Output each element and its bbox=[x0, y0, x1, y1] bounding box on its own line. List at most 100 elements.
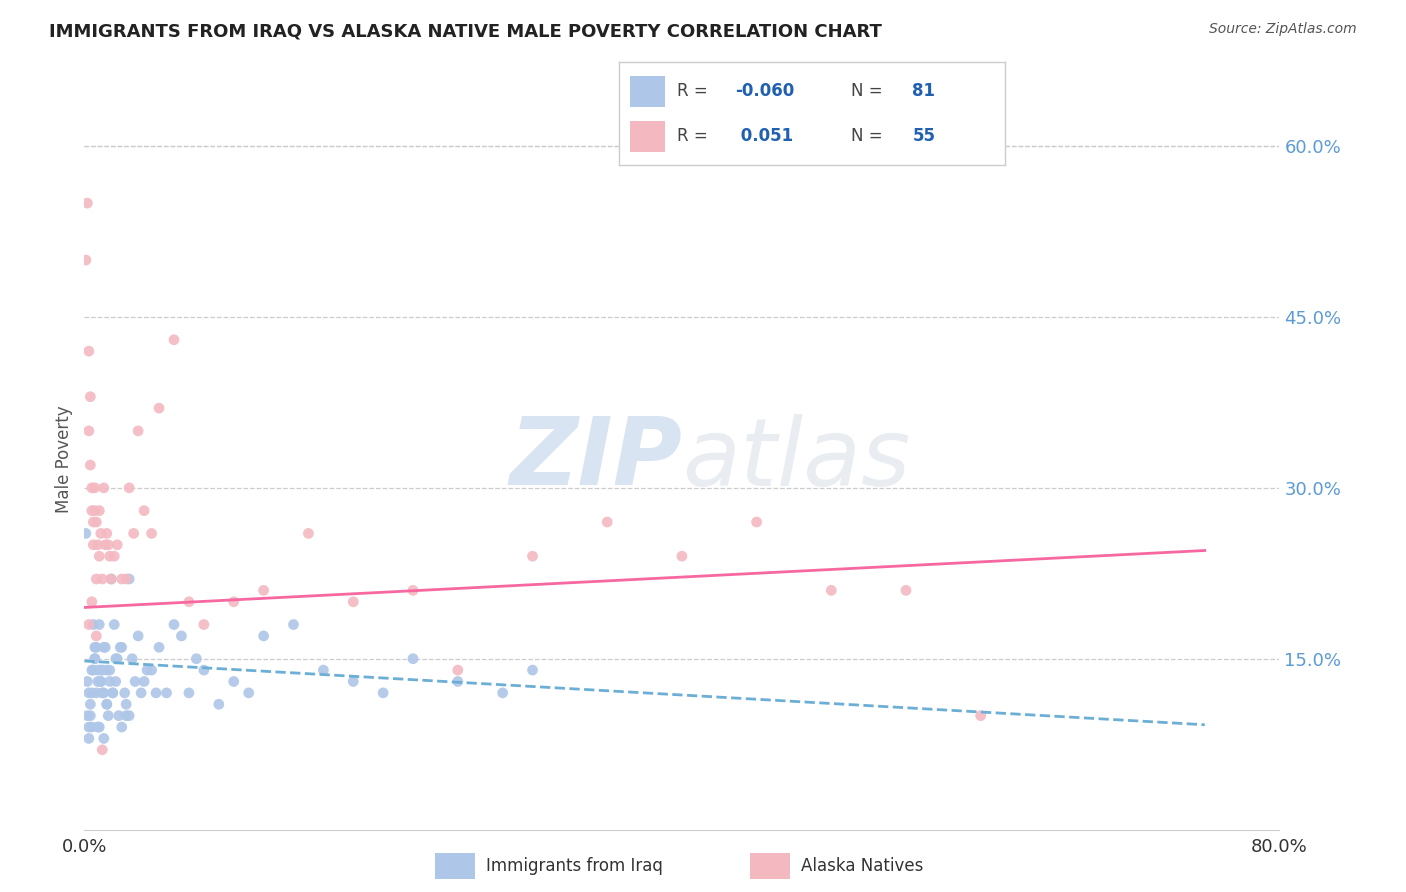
Point bbox=[104, 674, 127, 689]
Point bbox=[894, 583, 917, 598]
Point bbox=[297, 526, 319, 541]
Point bbox=[79, 390, 101, 404]
Point bbox=[79, 708, 101, 723]
Point bbox=[93, 481, 115, 495]
Point bbox=[127, 629, 149, 643]
Point bbox=[118, 481, 141, 495]
Point bbox=[121, 651, 143, 665]
Point bbox=[492, 686, 515, 700]
Point bbox=[163, 617, 186, 632]
Point bbox=[82, 617, 104, 632]
Point bbox=[75, 253, 97, 268]
Text: R =: R = bbox=[676, 82, 713, 100]
Point bbox=[283, 617, 305, 632]
Point bbox=[80, 503, 103, 517]
Point bbox=[90, 674, 112, 689]
Point bbox=[104, 651, 127, 665]
Point bbox=[90, 526, 112, 541]
Point bbox=[222, 595, 245, 609]
Text: Source: ZipAtlas.com: Source: ZipAtlas.com bbox=[1209, 22, 1357, 37]
Point bbox=[101, 686, 124, 700]
Point bbox=[87, 674, 110, 689]
Point bbox=[115, 698, 138, 712]
Point bbox=[132, 674, 156, 689]
Point bbox=[253, 583, 276, 598]
Text: atlas: atlas bbox=[682, 414, 910, 505]
Text: -0.060: -0.060 bbox=[734, 82, 794, 100]
Point bbox=[136, 663, 159, 677]
Point bbox=[447, 663, 470, 677]
Point bbox=[186, 651, 208, 665]
Point bbox=[83, 503, 105, 517]
Point bbox=[402, 583, 425, 598]
Point bbox=[77, 344, 100, 359]
Text: ZIP: ZIP bbox=[509, 413, 682, 506]
Text: 81: 81 bbox=[912, 82, 935, 100]
FancyBboxPatch shape bbox=[436, 854, 475, 879]
Point bbox=[77, 424, 100, 438]
Point bbox=[94, 538, 117, 552]
Text: R =: R = bbox=[676, 128, 713, 145]
Point bbox=[82, 515, 104, 529]
Point bbox=[86, 515, 108, 529]
Point bbox=[76, 708, 98, 723]
Point bbox=[312, 663, 335, 677]
Point bbox=[155, 686, 177, 700]
Point bbox=[105, 538, 128, 552]
Point bbox=[111, 640, 134, 655]
Point bbox=[820, 583, 842, 598]
Point bbox=[98, 674, 121, 689]
Point bbox=[193, 663, 215, 677]
Point bbox=[87, 663, 110, 677]
Point bbox=[77, 720, 100, 734]
Text: IMMIGRANTS FROM IRAQ VS ALASKA NATIVE MALE POVERTY CORRELATION CHART: IMMIGRANTS FROM IRAQ VS ALASKA NATIVE MA… bbox=[49, 22, 882, 40]
Point bbox=[402, 651, 425, 665]
Point bbox=[596, 515, 619, 529]
Point bbox=[80, 720, 103, 734]
Point bbox=[77, 617, 100, 632]
Point bbox=[83, 651, 105, 665]
FancyBboxPatch shape bbox=[630, 121, 665, 152]
Point bbox=[93, 686, 115, 700]
Point bbox=[101, 686, 124, 700]
Point bbox=[89, 617, 111, 632]
Point bbox=[115, 708, 138, 723]
Point bbox=[87, 538, 110, 552]
Point bbox=[83, 651, 105, 665]
Point bbox=[342, 674, 364, 689]
Point bbox=[163, 333, 186, 347]
Point bbox=[103, 617, 125, 632]
FancyBboxPatch shape bbox=[630, 76, 665, 106]
Point bbox=[89, 720, 111, 734]
Point bbox=[87, 720, 110, 734]
Point bbox=[91, 663, 114, 677]
Point bbox=[447, 674, 470, 689]
Point bbox=[89, 503, 111, 517]
Point bbox=[91, 686, 114, 700]
Point bbox=[82, 663, 104, 677]
Point bbox=[118, 708, 141, 723]
Point bbox=[86, 640, 108, 655]
Point bbox=[91, 572, 114, 586]
Point bbox=[98, 549, 121, 564]
Point bbox=[148, 640, 170, 655]
Point bbox=[86, 686, 108, 700]
Point bbox=[83, 640, 105, 655]
Point bbox=[97, 708, 120, 723]
Point bbox=[80, 663, 103, 677]
Point bbox=[222, 674, 245, 689]
Point bbox=[96, 698, 118, 712]
Point bbox=[80, 595, 103, 609]
Point bbox=[745, 515, 768, 529]
Point bbox=[238, 686, 260, 700]
Point bbox=[100, 572, 122, 586]
Point bbox=[86, 629, 108, 643]
Point bbox=[122, 526, 145, 541]
Point bbox=[193, 617, 215, 632]
Point bbox=[124, 674, 146, 689]
Point bbox=[132, 503, 156, 517]
Point bbox=[141, 526, 163, 541]
Y-axis label: Male Poverty: Male Poverty bbox=[55, 406, 73, 513]
Point bbox=[177, 686, 200, 700]
Point bbox=[342, 595, 364, 609]
